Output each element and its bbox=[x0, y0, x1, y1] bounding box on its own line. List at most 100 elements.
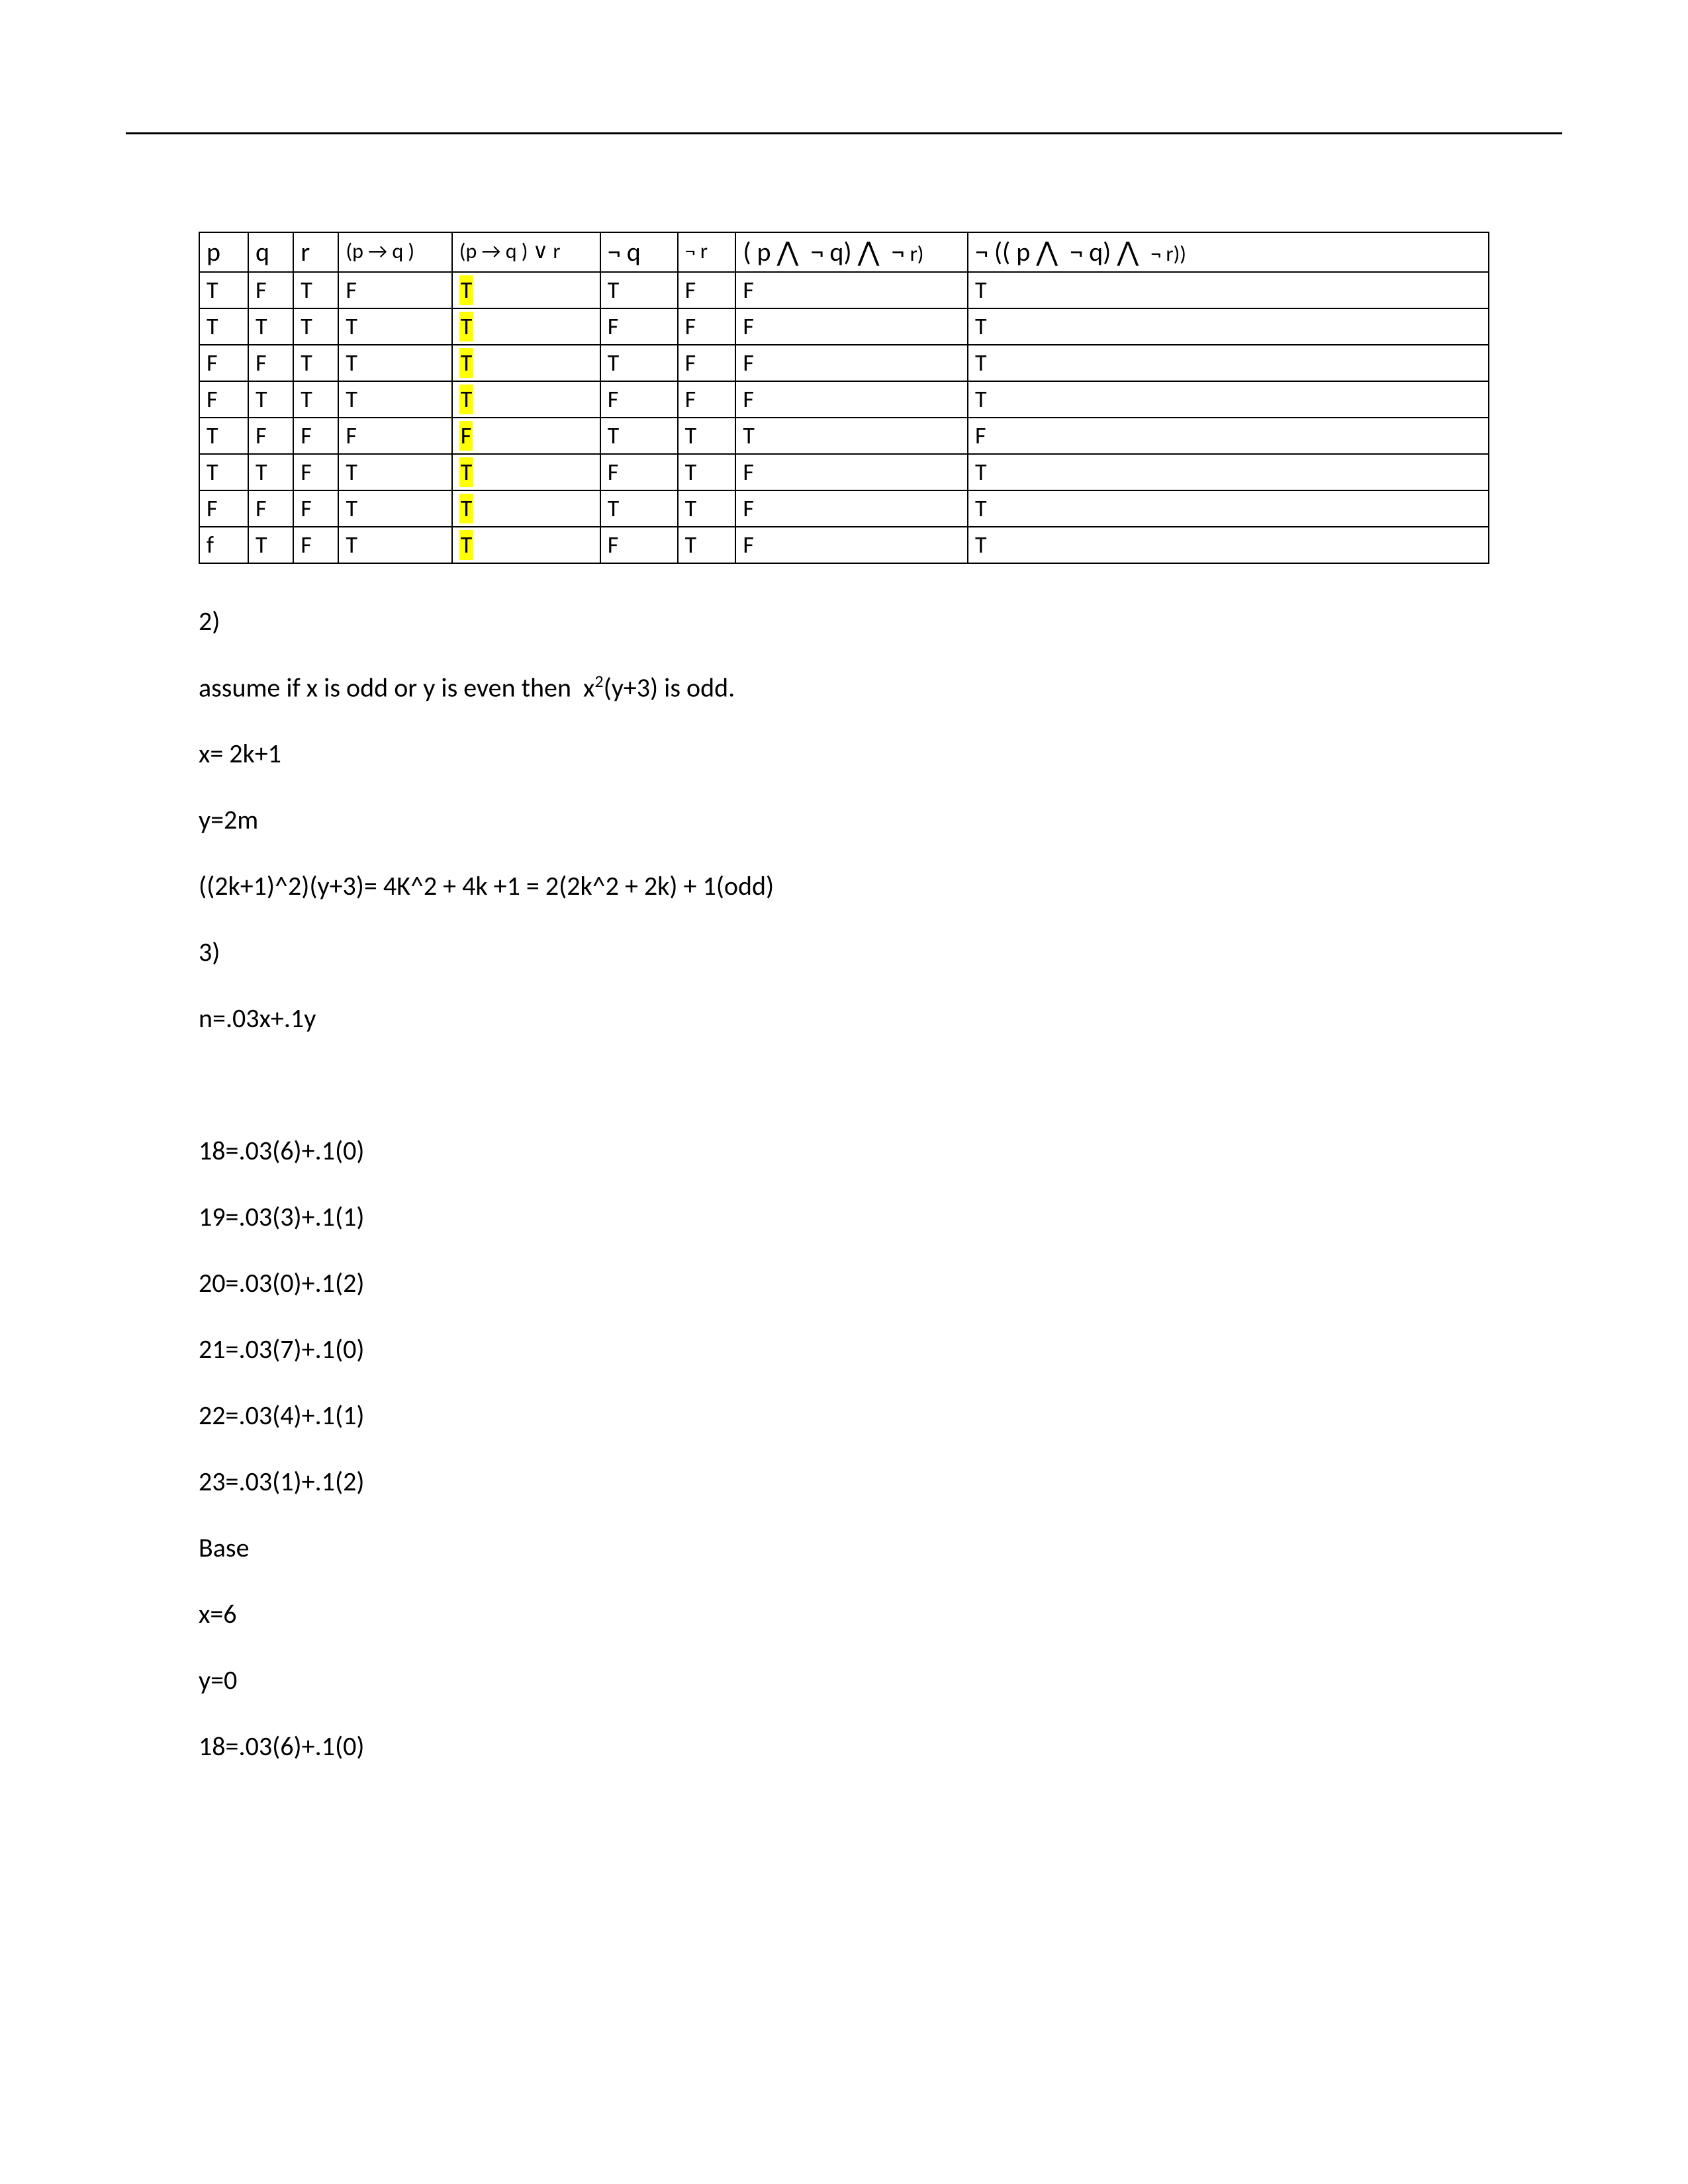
highlighted-cell-value: T bbox=[459, 348, 474, 378]
table-cell: T bbox=[452, 381, 600, 418]
document-page: p q r (p → q ) (p → q ) ∨ r ¬ q ¬ r ( p … bbox=[0, 0, 1688, 2184]
col-header-text: ¬ q bbox=[608, 236, 641, 268]
table-cell: T bbox=[735, 418, 968, 454]
table-cell: T bbox=[293, 345, 338, 381]
table-cell: f bbox=[199, 527, 248, 563]
table-cell: F bbox=[600, 308, 678, 345]
table-cell: F bbox=[735, 381, 968, 418]
header-rule bbox=[126, 132, 1562, 134]
col-header-text: ( p ⋀ ¬ q) ⋀ ¬ bbox=[743, 236, 904, 268]
table-cell: F bbox=[678, 308, 736, 345]
table-cell: F bbox=[293, 454, 338, 490]
col-header-text: q bbox=[256, 236, 269, 268]
table-cell: T bbox=[248, 308, 293, 345]
col-header: ¬ q bbox=[600, 232, 678, 272]
table-cell: F bbox=[293, 418, 338, 454]
highlighted-cell-value: T bbox=[459, 275, 474, 305]
table-cell: T bbox=[293, 308, 338, 345]
table-cell: T bbox=[199, 454, 248, 490]
table-cell: T bbox=[338, 381, 451, 418]
text-line: 2) bbox=[199, 604, 1489, 639]
table-cell: T bbox=[968, 345, 1489, 381]
spacer bbox=[199, 564, 1489, 604]
highlighted-cell-value: T bbox=[459, 312, 474, 341]
table-cell: F bbox=[735, 490, 968, 527]
col-header-text: (p → q ) bbox=[346, 238, 414, 264]
col-header-text: ¬ r bbox=[685, 238, 708, 264]
table-cell: F bbox=[452, 418, 600, 454]
table-cell: F bbox=[735, 308, 968, 345]
table-cell: T bbox=[968, 308, 1489, 345]
table-cell: F bbox=[600, 454, 678, 490]
text-line: 19=.03(3)+.1(1) bbox=[199, 1199, 1489, 1235]
table-row: TFTFTTFFT bbox=[199, 272, 1489, 308]
text-line: 18=.03(6)+.1(0) bbox=[199, 1133, 1489, 1169]
table-cell: T bbox=[199, 308, 248, 345]
table-cell: T bbox=[968, 381, 1489, 418]
col-header: (p → q ) bbox=[338, 232, 451, 272]
highlighted-cell-value: T bbox=[459, 494, 474, 523]
text-line: ((2k+1)^2)(y+3)= 4K^2 + 4k +1 = 2(2k^2 +… bbox=[199, 868, 1489, 904]
col-header: q bbox=[248, 232, 293, 272]
table-cell: T bbox=[600, 418, 678, 454]
table-cell: F bbox=[678, 345, 736, 381]
table-cell: T bbox=[452, 272, 600, 308]
table-cell: F bbox=[199, 381, 248, 418]
table-cell: T bbox=[678, 418, 736, 454]
table-cell: F bbox=[735, 527, 968, 563]
table-cell: T bbox=[452, 527, 600, 563]
table-cell: T bbox=[338, 490, 451, 527]
table-cell: F bbox=[248, 272, 293, 308]
text-line: 18=.03(6)+.1(0) bbox=[199, 1729, 1489, 1764]
text-line: x=6 bbox=[199, 1596, 1489, 1632]
highlighted-cell-value: F bbox=[459, 421, 473, 451]
table-row: TTFTTFTFT bbox=[199, 454, 1489, 490]
col-header: ¬ (( p ⋀ ¬ q) ⋀ ¬ r)) bbox=[968, 232, 1489, 272]
table-cell: T bbox=[338, 308, 451, 345]
col-header-text: (p → q ) ∨ r bbox=[459, 238, 561, 264]
table-cell: F bbox=[735, 454, 968, 490]
table-cell: T bbox=[338, 345, 451, 381]
col-header-text-tail: ¬ r)) bbox=[1150, 241, 1186, 267]
table-cell: F bbox=[735, 345, 968, 381]
table-cell: T bbox=[968, 490, 1489, 527]
col-header-text-tail: r) bbox=[910, 241, 924, 267]
table-cell: F bbox=[735, 272, 968, 308]
table-row: FFTTTTFFT bbox=[199, 345, 1489, 381]
table-cell: T bbox=[293, 381, 338, 418]
table-cell: T bbox=[452, 345, 600, 381]
col-header: r bbox=[293, 232, 338, 272]
text-line: 3) bbox=[199, 934, 1489, 970]
table-cell: T bbox=[678, 454, 736, 490]
table-cell: T bbox=[338, 527, 451, 563]
table-cell: F bbox=[293, 527, 338, 563]
table-cell: T bbox=[600, 272, 678, 308]
col-header: ( p ⋀ ¬ q) ⋀ ¬ r) bbox=[735, 232, 968, 272]
text-line: assume if x is odd or y is even then x2(… bbox=[199, 670, 1489, 705]
col-header: ¬ r bbox=[678, 232, 736, 272]
table-cell: T bbox=[293, 272, 338, 308]
table-cell: F bbox=[968, 418, 1489, 454]
col-header-text: r bbox=[301, 236, 310, 268]
table-cell: T bbox=[678, 527, 736, 563]
table-cell: T bbox=[452, 308, 600, 345]
table-cell: T bbox=[248, 527, 293, 563]
table-row: fTFTTFTFT bbox=[199, 527, 1489, 563]
table-cell: T bbox=[600, 490, 678, 527]
table-cell: F bbox=[338, 418, 451, 454]
table-cell: F bbox=[248, 418, 293, 454]
highlighted-cell-value: T bbox=[459, 385, 474, 414]
table-cell: T bbox=[452, 490, 600, 527]
highlighted-cell-value: T bbox=[459, 457, 474, 487]
table-row: TFFFFTTTF bbox=[199, 418, 1489, 454]
text-line: y=0 bbox=[199, 1662, 1489, 1698]
text-line: 20=.03(0)+.1(2) bbox=[199, 1265, 1489, 1301]
text-line: 21=.03(7)+.1(0) bbox=[199, 1332, 1489, 1367]
table-row: FFFTTTTFT bbox=[199, 490, 1489, 527]
blank-line bbox=[199, 1067, 1489, 1103]
table-cell: F bbox=[293, 490, 338, 527]
text-line: x= 2k+1 bbox=[199, 736, 1489, 772]
table-cell: F bbox=[248, 490, 293, 527]
table-cell: T bbox=[968, 527, 1489, 563]
table-cell: T bbox=[248, 381, 293, 418]
